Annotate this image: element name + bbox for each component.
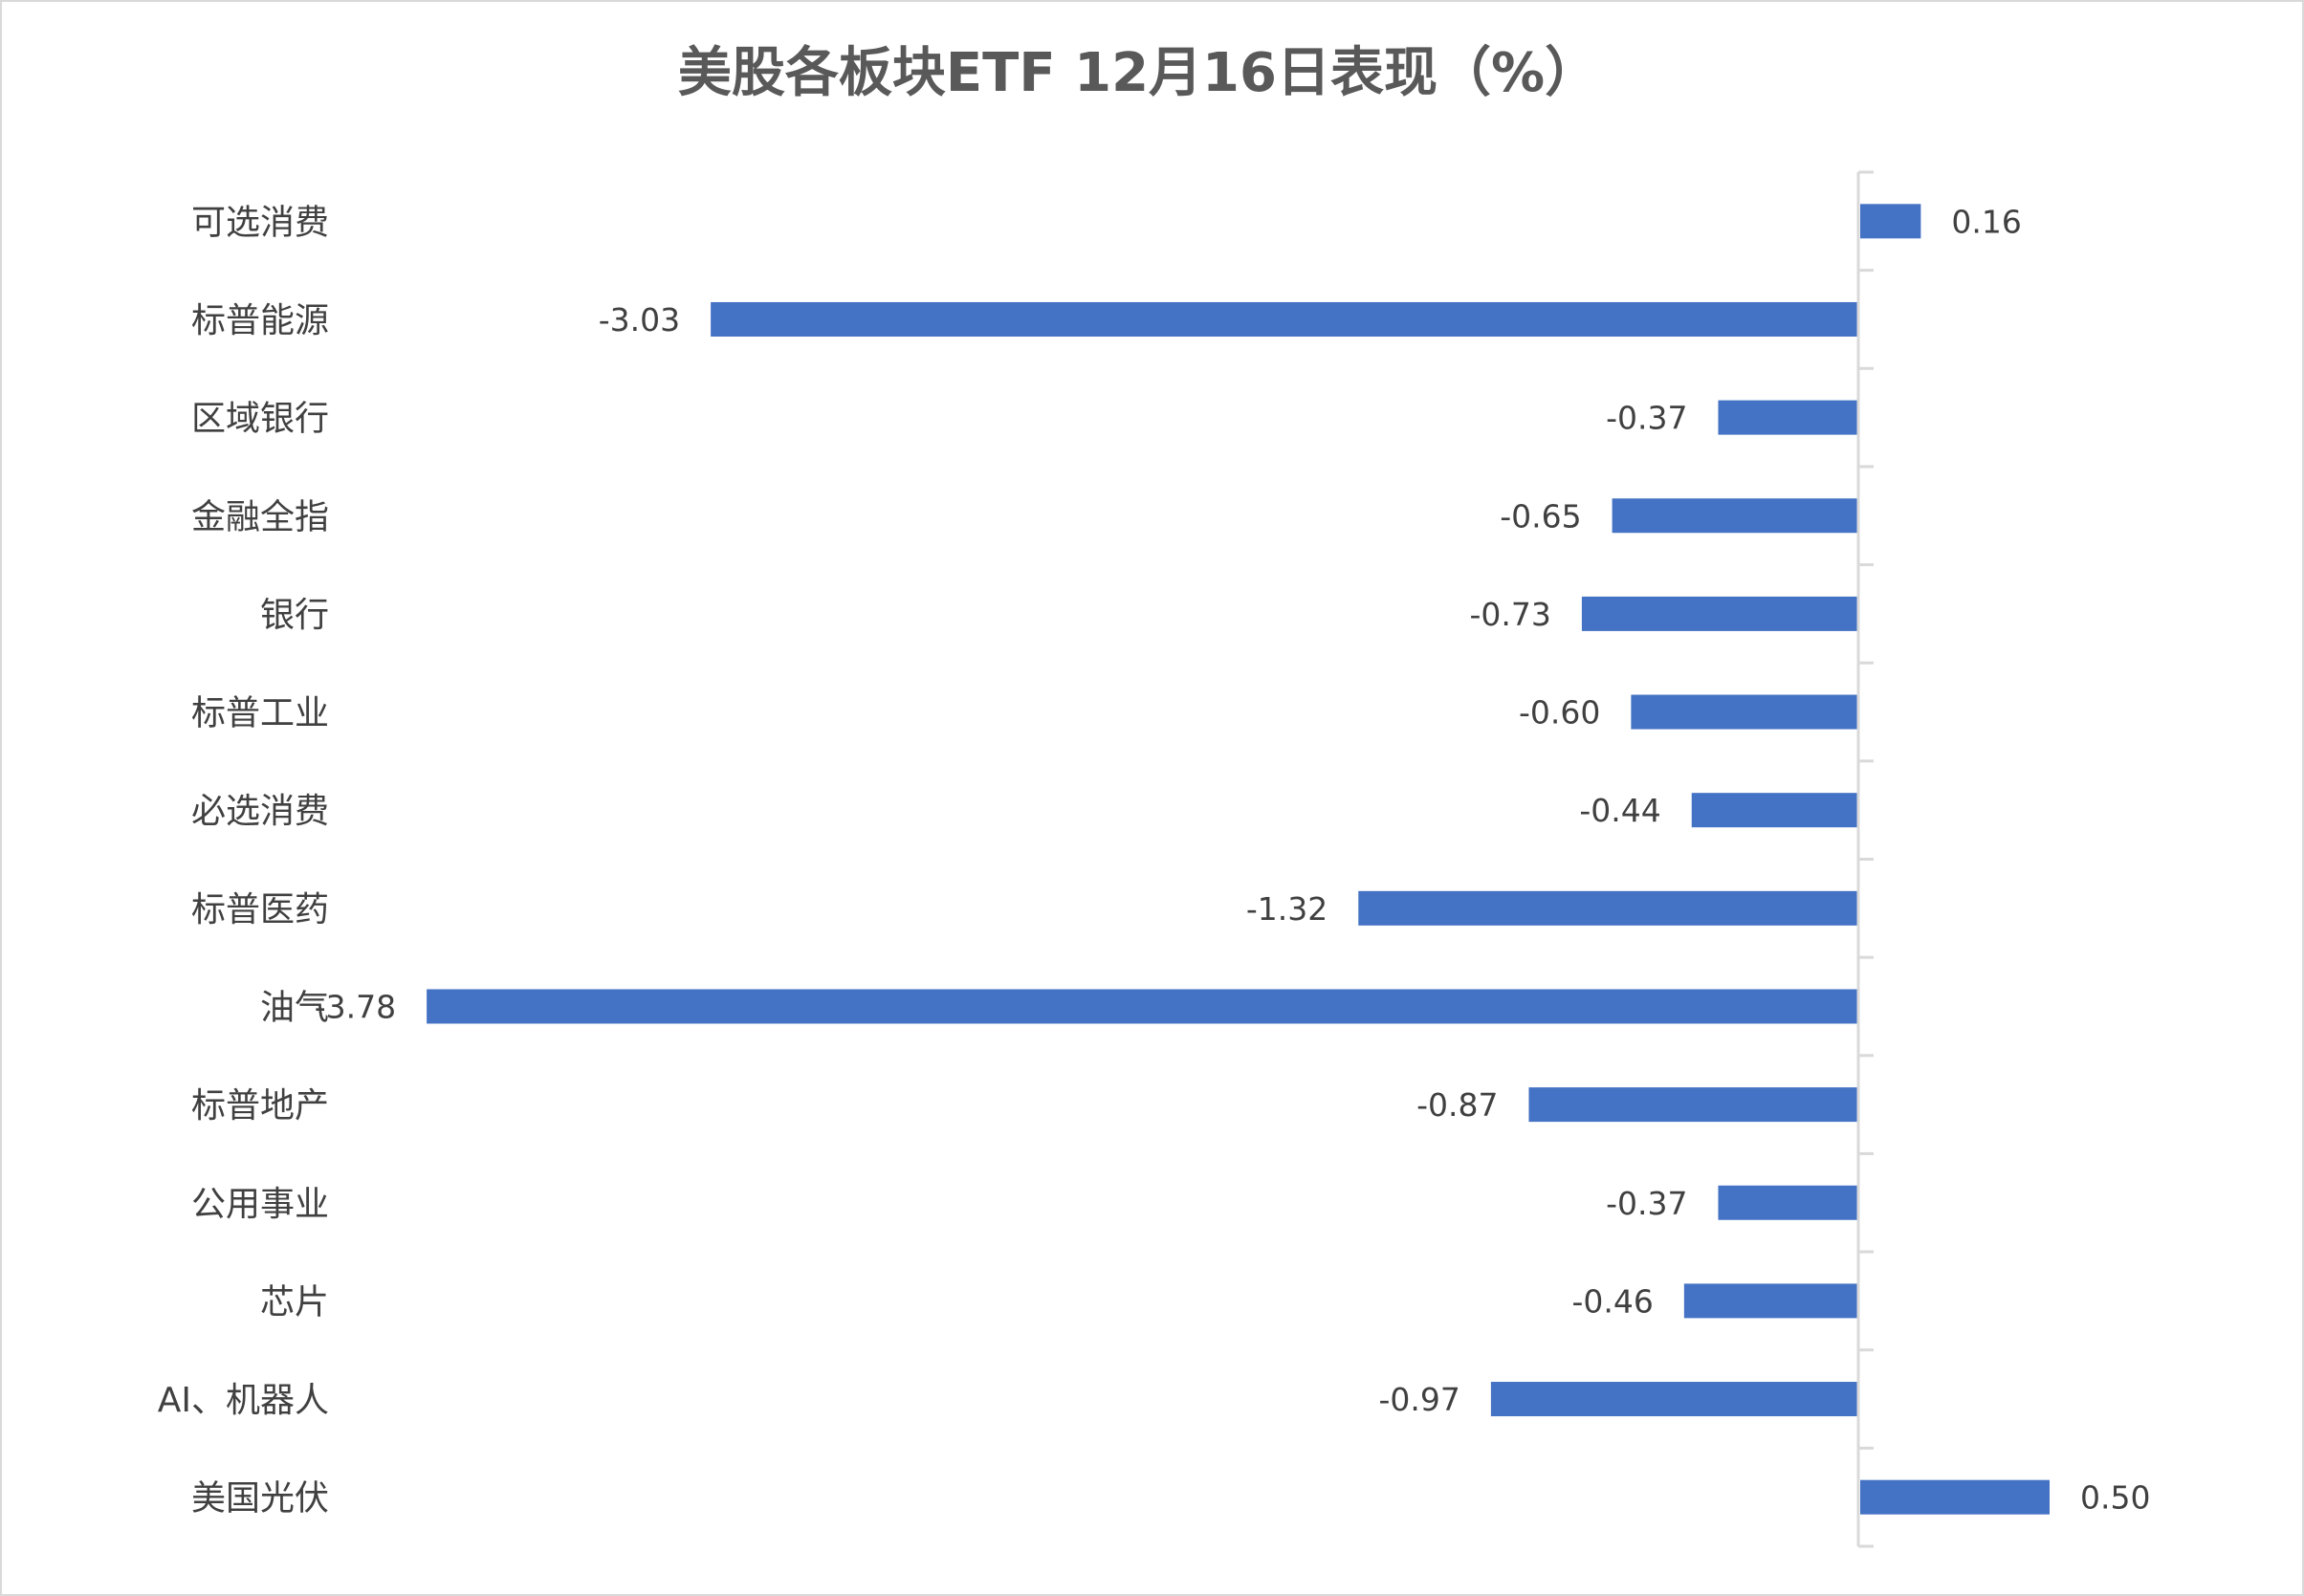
bar: [427, 989, 1858, 1024]
bar: [1683, 1283, 1858, 1319]
bar: [1718, 400, 1858, 435]
data-label: -0.37: [1606, 1185, 1687, 1222]
bar: [1490, 1382, 1858, 1417]
chart-title: 美股各板块ETF 12月16日表现（%）: [678, 42, 1598, 104]
category-label: 标普医药: [191, 890, 329, 929]
category-label: 标普工业: [191, 694, 329, 733]
category-label: AI、机器人: [158, 1381, 329, 1420]
data-label: 0.50: [2080, 1479, 2150, 1517]
bar: [1581, 596, 1858, 631]
category-label: 标普地产: [191, 1086, 329, 1126]
plot-area: 可选消费 0.16 标普能源 -3.03 区域银行 -0.37 金融全指 -0.65 银行 -0.…: [158, 170, 2150, 1548]
category-label: 银行: [260, 596, 329, 635]
data-label: -0.46: [1571, 1282, 1653, 1320]
category-label: 公用事业: [191, 1185, 329, 1224]
data-label: -1.32: [1246, 890, 1328, 928]
bar: [1718, 1185, 1858, 1220]
data-label: -0.97: [1378, 1381, 1459, 1418]
bar: [1860, 204, 1921, 239]
bar: [1631, 694, 1858, 730]
data-label: -0.44: [1579, 792, 1660, 829]
data-label: -3.03: [599, 301, 680, 339]
category-label: 金融全指: [191, 497, 329, 536]
data-label: -0.87: [1416, 1086, 1498, 1124]
category-label: 标普能源: [191, 301, 329, 340]
category-label: 油气: [260, 988, 329, 1027]
bar: [711, 301, 1858, 337]
data-label: -0.65: [1500, 497, 1581, 535]
data-label: -3.78: [315, 988, 396, 1025]
category-label: 区域银行: [191, 400, 329, 439]
category-label: 美国光伏: [191, 1479, 329, 1519]
category-label: 芯片: [260, 1282, 329, 1322]
bar: [1358, 890, 1858, 926]
data-label: -0.60: [1519, 694, 1600, 732]
category-label: 可选消费: [191, 203, 329, 242]
data-label: -0.37: [1606, 400, 1687, 437]
bar: [1612, 498, 1858, 534]
bar: [1691, 793, 1858, 828]
data-label: 0.16: [1951, 203, 2021, 240]
category-label: 必选消费: [191, 792, 329, 831]
data-label: -0.73: [1470, 596, 1551, 633]
bar: [1528, 1087, 1858, 1123]
bar: [1860, 1479, 2050, 1515]
